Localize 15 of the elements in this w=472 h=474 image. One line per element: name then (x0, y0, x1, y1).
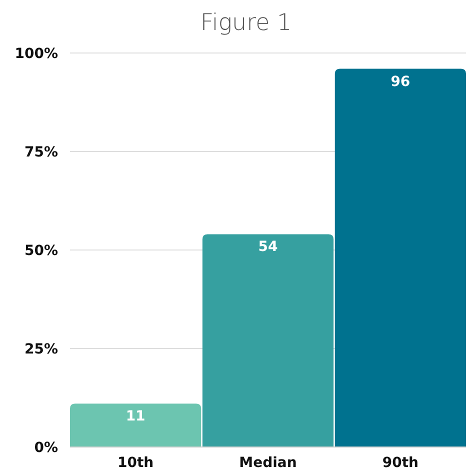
data-label: 54 (258, 239, 278, 256)
bar (70, 404, 202, 447)
bar (202, 234, 334, 447)
x-tick-label: Median (239, 455, 297, 471)
data-label: 11 (126, 408, 146, 425)
y-tick-label: 0% (34, 440, 58, 456)
y-tick-label: 50% (24, 242, 58, 259)
bar (334, 68, 466, 447)
y-tick-label: 100% (14, 46, 58, 62)
y-tick-label: 75% (24, 144, 58, 160)
chart-title: Figure 1 (200, 10, 292, 36)
y-tick-label: 25% (24, 341, 58, 358)
data-label: 96 (390, 74, 410, 90)
x-tick-label: 10th (117, 455, 154, 471)
x-tick-label: 90th (382, 455, 419, 471)
